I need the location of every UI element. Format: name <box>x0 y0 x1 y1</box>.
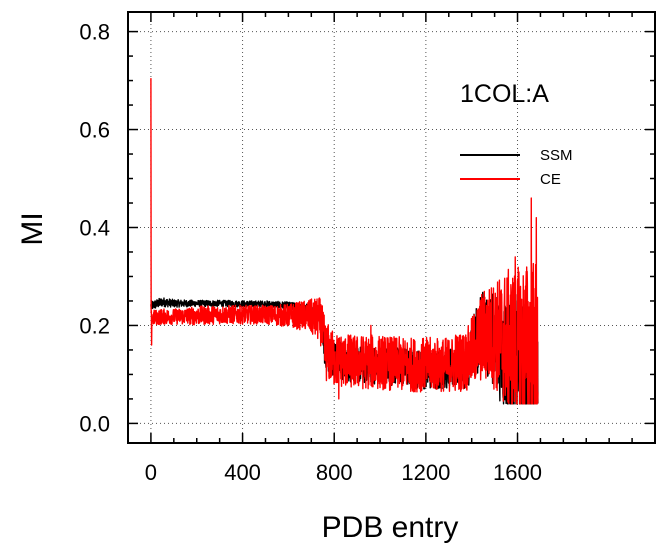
y-axis-label: MI <box>16 212 49 245</box>
series-group <box>150 78 539 405</box>
y-tick-label-1: 0.2 <box>79 313 110 338</box>
legend: SSM CE <box>460 147 573 188</box>
x-tick-label-3: 1200 <box>401 460 450 485</box>
y-tick-label-0: 0.0 <box>79 411 110 436</box>
legend-label-ssm: SSM <box>540 147 573 164</box>
x-axis-label: PDB entry <box>322 511 459 544</box>
x-tick-label-1: 400 <box>224 460 261 485</box>
tick-labels: 0 400 800 1200 1600 0.0 0.2 0.4 0.6 0.8 <box>79 20 542 485</box>
series-line-ce <box>150 78 539 405</box>
x-tick-label-0: 0 <box>145 460 157 485</box>
x-tick-label-4: 1600 <box>493 460 542 485</box>
y-tick-label-3: 0.6 <box>79 118 110 143</box>
legend-label-ce: CE <box>540 171 561 188</box>
chart-annotation: 1COL:A <box>460 80 549 108</box>
x-tick-label-2: 800 <box>316 460 353 485</box>
y-tick-label-4: 0.8 <box>79 20 110 45</box>
axis-ticks <box>127 12 656 443</box>
y-tick-label-2: 0.4 <box>79 216 110 241</box>
